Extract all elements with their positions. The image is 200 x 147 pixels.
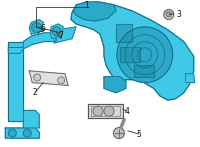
Circle shape: [117, 27, 173, 83]
Text: 5: 5: [136, 130, 141, 139]
Polygon shape: [120, 47, 140, 62]
Polygon shape: [8, 42, 23, 121]
Polygon shape: [5, 128, 39, 138]
Circle shape: [113, 128, 124, 139]
Polygon shape: [104, 77, 126, 93]
Circle shape: [8, 129, 16, 137]
Polygon shape: [186, 74, 195, 83]
Circle shape: [32, 23, 42, 33]
Polygon shape: [50, 24, 63, 39]
Circle shape: [34, 74, 41, 81]
Polygon shape: [73, 2, 116, 21]
Circle shape: [93, 106, 103, 116]
Text: 3: 3: [176, 10, 181, 19]
Circle shape: [164, 9, 174, 19]
Circle shape: [52, 27, 61, 36]
Circle shape: [104, 106, 114, 116]
Text: 2: 2: [33, 88, 38, 97]
Circle shape: [166, 12, 171, 17]
Polygon shape: [54, 27, 76, 43]
Text: 4: 4: [124, 107, 129, 116]
Polygon shape: [29, 20, 43, 34]
Polygon shape: [116, 24, 132, 42]
Text: 1: 1: [85, 1, 89, 10]
Polygon shape: [29, 71, 68, 86]
Polygon shape: [8, 33, 56, 53]
Polygon shape: [23, 110, 39, 128]
Polygon shape: [134, 65, 154, 77]
Circle shape: [58, 77, 65, 84]
Circle shape: [23, 129, 31, 137]
Polygon shape: [88, 104, 123, 118]
Polygon shape: [71, 2, 194, 100]
Text: 6: 6: [41, 24, 46, 33]
Text: 7: 7: [59, 31, 64, 40]
